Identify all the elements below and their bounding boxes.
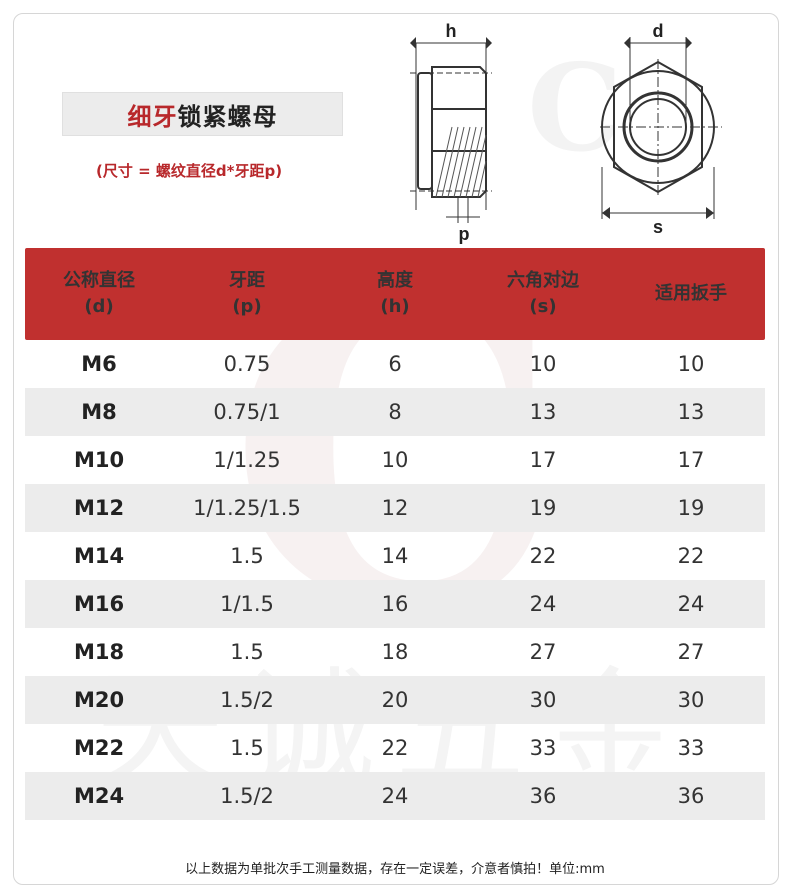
cell-height: 10 <box>381 448 409 472</box>
header-height: 高度 (h) <box>377 270 413 317</box>
cell-pitch: 1.5 <box>230 544 264 568</box>
label-p: p <box>459 224 470 244</box>
cell-wrench: 19 <box>677 496 705 520</box>
title-red-part: 细牙 <box>127 102 178 131</box>
cell-across-flats: 24 <box>529 592 557 616</box>
nut-diagram: h p d s <box>410 21 722 244</box>
cell-size: M20 <box>73 688 125 712</box>
table-row: M8 0.75/1 8 13 13 <box>25 388 765 436</box>
header-nominal-diameter: 公称直径 (d) <box>63 270 135 317</box>
cell-wrench: 36 <box>677 784 705 808</box>
cell-pitch: 1.5/2 <box>220 688 274 712</box>
table-row: M24 1.5/2 24 36 36 <box>25 772 765 820</box>
cell-across-flats: 30 <box>529 688 557 712</box>
cell-height: 6 <box>388 352 402 376</box>
cell-wrench: 22 <box>677 544 705 568</box>
label-d: d <box>653 21 664 41</box>
nut-side-view <box>410 37 492 223</box>
table-row: M12 1/1.25/1.5 12 19 19 <box>25 484 765 532</box>
cell-wrench: 33 <box>677 736 705 760</box>
cell-wrench: 17 <box>677 448 705 472</box>
table-row: M6 0.75 6 10 10 <box>25 340 765 388</box>
cell-height: 12 <box>381 496 409 520</box>
title-black-part: 锁紧螺母 <box>177 102 278 131</box>
label-s: s <box>653 217 663 237</box>
cell-pitch: 1/1.25/1.5 <box>193 496 301 520</box>
cell-pitch: 1/1.5 <box>220 592 274 616</box>
cell-pitch: 1.5 <box>230 736 264 760</box>
header-across-flats: 六角对边 (s) <box>507 270 579 317</box>
table-row: M18 1.5 18 27 27 <box>25 628 765 676</box>
cell-height: 8 <box>388 400 402 424</box>
cell-size: M14 <box>73 544 125 568</box>
size-formula: (尺寸 = 螺纹直径d*牙距p) <box>96 162 283 180</box>
cell-pitch: 1/1.25 <box>213 448 281 472</box>
cell-pitch: 0.75/1 <box>213 400 281 424</box>
cell-height: 20 <box>381 688 409 712</box>
cell-across-flats: 36 <box>529 784 557 808</box>
cell-pitch: 1.5/2 <box>220 784 274 808</box>
table-header: 公称直径 (d) 牙距 (p) 高度 (h) 六角对边 (s) 适用扳手 <box>25 248 765 340</box>
table-row: M14 1.5 14 22 22 <box>25 532 765 580</box>
cell-size: M16 <box>73 592 125 616</box>
cell-size: M24 <box>73 784 125 808</box>
cell-height: 22 <box>381 736 409 760</box>
cell-across-flats: 13 <box>529 400 557 424</box>
cell-height: 24 <box>381 784 409 808</box>
cell-height: 16 <box>381 592 409 616</box>
footer-note: 以上数据为单批次手工测量数据，存在一定误差，介意者慎拍！单位:mm <box>185 862 605 877</box>
cell-wrench: 30 <box>677 688 705 712</box>
cell-across-flats: 19 <box>529 496 557 520</box>
header-wrench-size: 适用扳手 <box>655 283 727 304</box>
cell-across-flats: 27 <box>529 640 557 664</box>
label-h: h <box>446 21 457 41</box>
cell-size: M12 <box>73 496 125 520</box>
cell-size: M6 <box>81 352 117 376</box>
header-pitch: 牙距 (p) <box>229 270 265 317</box>
spec-table: 公称直径 (d) 牙距 (p) 高度 (h) 六角对边 (s) 适用扳手 M6 0.75… <box>25 248 765 820</box>
table-row: M20 1.5/2 20 30 30 <box>25 676 765 724</box>
cell-height: 18 <box>381 640 409 664</box>
cell-height: 14 <box>381 544 409 568</box>
cell-wrench: 27 <box>677 640 705 664</box>
cell-across-flats: 33 <box>529 736 557 760</box>
cell-wrench: 10 <box>677 352 705 376</box>
table-row: M16 1/1.5 16 24 24 <box>25 580 765 628</box>
page-title: 细牙 锁紧螺母 <box>62 92 343 136</box>
cell-across-flats: 10 <box>529 352 557 376</box>
nut-top-view <box>600 37 722 219</box>
cell-size: M10 <box>73 448 125 472</box>
cell-size: M22 <box>73 736 125 760</box>
cell-pitch: 1.5 <box>230 640 264 664</box>
cell-size: M8 <box>81 400 117 424</box>
cell-wrench: 13 <box>677 400 705 424</box>
cell-pitch: 0.75 <box>223 352 271 376</box>
cell-wrench: 24 <box>677 592 705 616</box>
cell-across-flats: 22 <box>529 544 557 568</box>
table-row: M10 1/1.25 10 17 17 <box>25 436 765 484</box>
cell-size: M18 <box>73 640 125 664</box>
table-row: M22 1.5 22 33 33 <box>25 724 765 772</box>
cell-across-flats: 17 <box>529 448 557 472</box>
